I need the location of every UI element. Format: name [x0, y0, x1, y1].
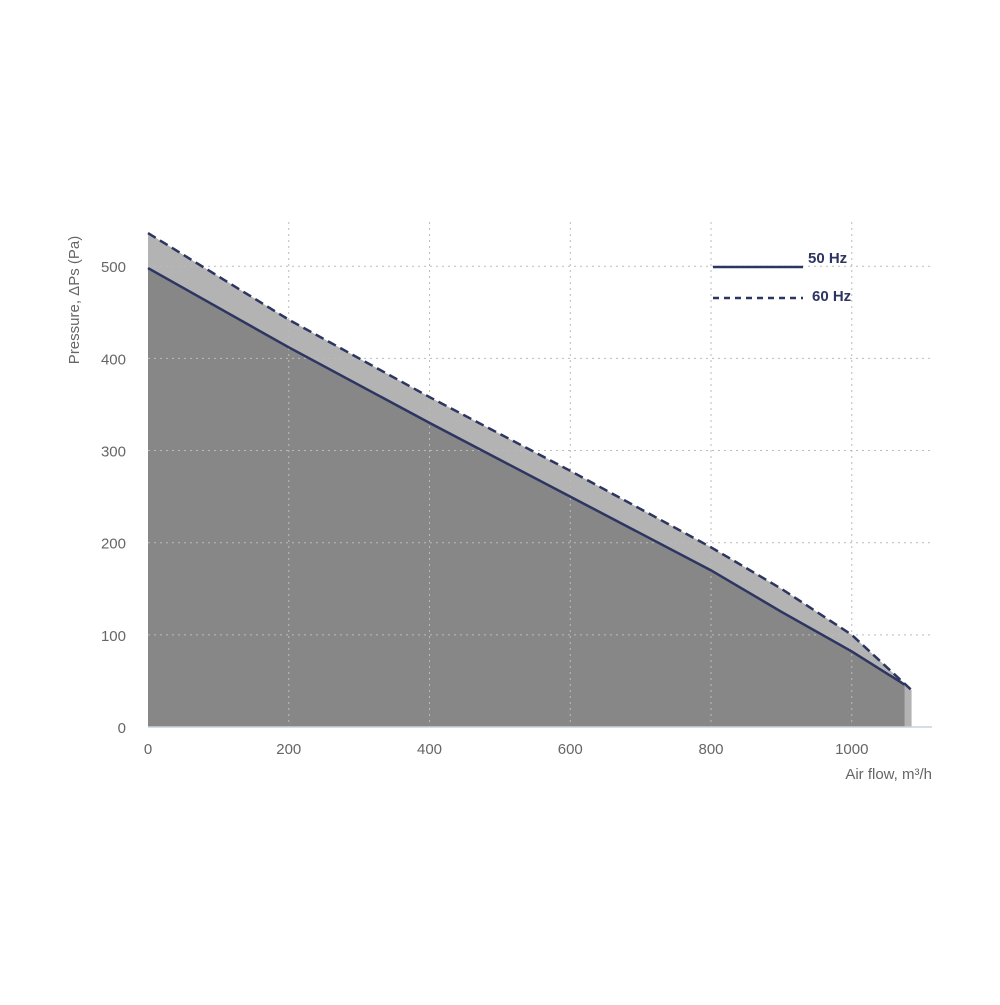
area: [148, 268, 905, 727]
y-axis-label: Pressure, ΔPs (Pa): [66, 236, 83, 364]
y-tick-label: 100: [101, 628, 126, 645]
x-tick-label: 400: [417, 741, 442, 758]
y-tick-label: 400: [101, 351, 126, 368]
x-tick-label: 200: [276, 741, 301, 758]
y-tick-label: 500: [101, 259, 126, 276]
x-tick-label: 800: [699, 741, 724, 758]
line: [147, 266, 906, 686]
legend-label: 50 Hz: [808, 250, 847, 267]
line: [147, 231, 913, 692]
x-tick-label: 1000: [835, 741, 868, 758]
y-tick-label: 300: [101, 444, 126, 461]
y-tick-label: 0: [118, 720, 126, 737]
x-axis-label: Air flow, m³/h: [845, 766, 932, 783]
legend-label: 60 Hz: [812, 288, 851, 305]
y-tick-label: 200: [101, 536, 126, 553]
x-tick-label: 0: [144, 741, 152, 758]
x-tick-label: 600: [558, 741, 583, 758]
